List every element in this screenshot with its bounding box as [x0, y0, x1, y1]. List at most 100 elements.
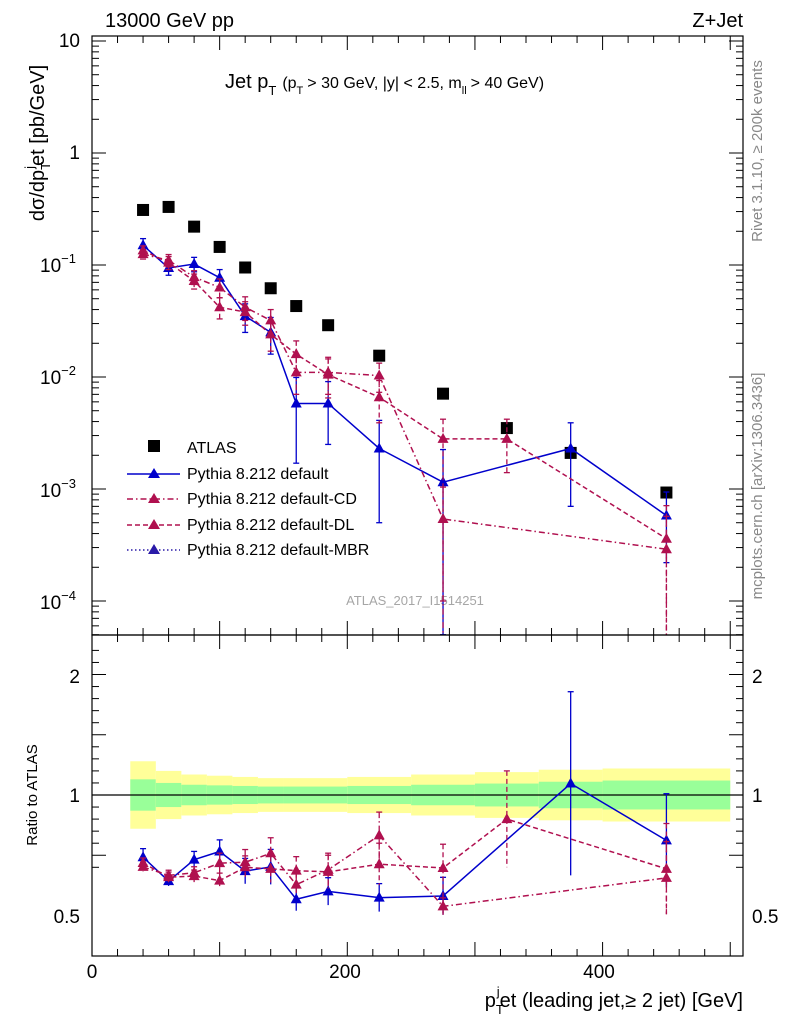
y-tick-label: 10−1 — [40, 251, 76, 277]
mc-point — [501, 432, 513, 443]
atlas-data-point — [264, 282, 277, 295]
mc-point — [373, 391, 385, 402]
ratio-point — [214, 857, 226, 868]
ratio-point — [437, 861, 449, 872]
ratio-point — [239, 861, 251, 872]
atlas-data-point — [188, 220, 201, 233]
atlas-data-point — [213, 240, 226, 253]
series-line-1 — [142, 244, 667, 517]
ratio-point — [137, 851, 149, 862]
y-tick-label: 10−3 — [40, 476, 76, 502]
mc-point — [322, 397, 334, 408]
legend-marker-atlas — [148, 440, 160, 452]
y-tick-label-right: 1 — [752, 786, 763, 807]
mc-point — [565, 442, 577, 453]
y-axis-title-top: dσ/dpTjet [pb/GeV] — [22, 65, 53, 221]
legend-marker-dl — [148, 519, 160, 529]
ratio-point — [373, 829, 385, 840]
y-tick-label: 10 — [59, 31, 80, 52]
mcplots-label: mcplots.cern.ch [arXiv:1306.3436] — [749, 373, 766, 600]
ratio-point — [437, 900, 449, 911]
legend-marker-default — [148, 468, 160, 478]
y-tick-label-right: 2 — [752, 667, 763, 688]
y-tick-label: 1 — [69, 143, 80, 164]
ratio-point — [239, 856, 251, 867]
mc-point — [437, 432, 449, 443]
y-tick-labels-bottom: 2 1 0.5 2 1 0.5 — [54, 667, 779, 928]
ratio-point — [373, 858, 385, 869]
mc-point — [373, 442, 385, 453]
atlas-data-point — [290, 300, 303, 313]
ratio-point — [565, 777, 577, 788]
y-tick-label-right: 0.5 — [752, 907, 778, 928]
x-tick-label: 0 — [87, 962, 98, 983]
ratio-point — [373, 891, 385, 902]
mc-point — [214, 301, 226, 312]
legend-label: Pythia 8.212 default-MBR — [187, 542, 369, 559]
x-tick-label: 400 — [583, 962, 615, 983]
ratio-point — [501, 813, 513, 824]
main-panel-series — [137, 200, 673, 635]
y-tick-label: 2 — [69, 667, 80, 688]
mc-point — [290, 397, 302, 408]
y-tick-label: 10−2 — [40, 363, 76, 389]
ratio-point — [137, 857, 149, 868]
atlas-data-point — [322, 319, 335, 332]
axes-frame — [91, 35, 744, 957]
ratio-point — [322, 885, 334, 896]
ratio-point — [188, 870, 200, 881]
mc-point — [322, 368, 334, 379]
x-tick-labels: 0 200 400 — [87, 962, 615, 983]
atlas-data-point — [437, 387, 450, 400]
ratio-point — [660, 862, 672, 873]
header-right: Z+Jet — [692, 10, 743, 32]
y-tick-label: 1 — [69, 786, 80, 807]
mc-point — [163, 256, 175, 267]
x-axis-title: pTjet (leading jet,≥ 2 jet) [GeV] — [485, 984, 743, 1017]
y-tick-labels-top: 10 1 10−1 10−2 10−3 10−4 — [40, 31, 80, 614]
ratio-point — [290, 864, 302, 875]
ratio-point — [265, 862, 277, 873]
header-left: 13000 GeV pp — [105, 10, 234, 32]
ratio-point — [214, 874, 226, 885]
ratio-point — [322, 865, 334, 876]
mc-point — [188, 274, 200, 285]
y-axis-title-bottom: Ratio to ATLAS — [24, 744, 41, 845]
x-tick-label: 200 — [329, 962, 361, 983]
mc-point — [660, 532, 672, 543]
atlas-data-point — [239, 261, 252, 274]
y-tick-label: 0.5 — [54, 907, 80, 928]
ratio-point — [163, 871, 175, 882]
legend-label: Pythia 8.212 default-CD — [187, 491, 357, 508]
legend-marker-cd — [148, 493, 160, 503]
mc-point — [188, 258, 200, 269]
y-tick-label: 10−4 — [40, 588, 76, 614]
series-line-3 — [142, 249, 667, 540]
mc-point — [265, 328, 277, 339]
mc-point — [290, 348, 302, 359]
legend-marker-mbr — [148, 544, 160, 554]
mc-point — [137, 244, 149, 255]
atlas-data-point — [137, 203, 150, 216]
legend-label: Pythia 8.212 default — [187, 466, 329, 483]
mc-point — [239, 306, 251, 317]
atlas-data-point — [373, 349, 386, 362]
legend-label: ATLAS — [187, 440, 237, 457]
ratio-point — [660, 871, 672, 882]
ratio-line-2 — [142, 834, 667, 908]
ratio-point — [290, 893, 302, 904]
rivet-version-label: Rivet 3.1.10, ≥ 200k events — [749, 60, 766, 242]
ratio-panel-series — [137, 691, 672, 915]
mc-point — [437, 476, 449, 487]
ratio-line-3 — [142, 818, 667, 882]
ratio-point — [188, 853, 200, 864]
mc-point — [290, 366, 302, 377]
analysis-watermark: ATLAS_2017_I1514251 — [346, 593, 484, 608]
mc-point — [137, 239, 149, 250]
mc-point — [373, 369, 385, 380]
legend: ATLAS Pythia 8.212 default Pythia 8.212 … — [127, 440, 369, 559]
atlas-data-point — [162, 200, 175, 213]
mc-point — [214, 281, 226, 292]
legend-label: Pythia 8.212 default-DL — [187, 517, 354, 534]
